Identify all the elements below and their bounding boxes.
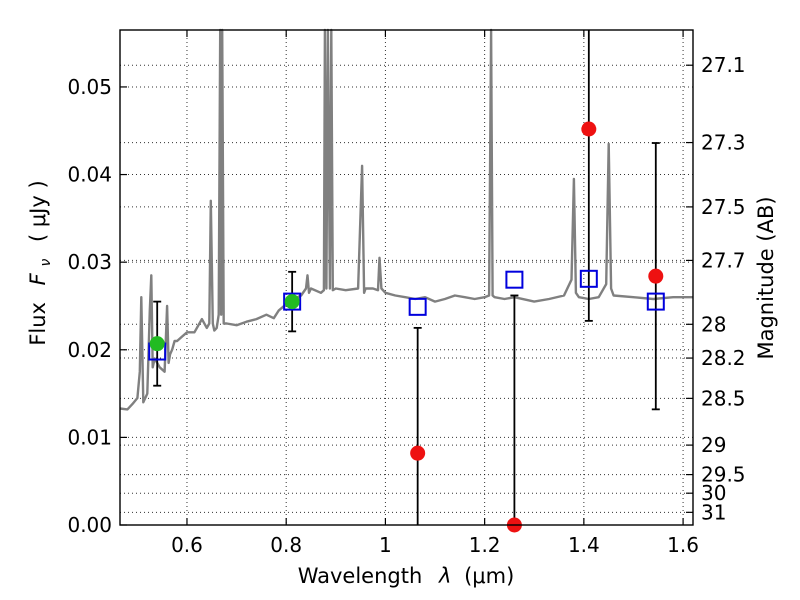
y-axis-label-subscript: ν [38,259,54,267]
spectrum-layer [119,28,693,411]
model-point [646,292,665,311]
mag-tick-label: 28 [701,312,726,336]
detection-point [284,294,300,310]
y-axis-label-prefix: Flux [26,302,50,346]
axis-ticks: 0.6 0.8 1 1.2 1.4 1.6 0.00 0.01 0.02 0.03 0.04 0.05… [67,30,746,557]
mag-tick-label: 27.3 [701,131,746,155]
x-tick-label: 1.4 [568,533,600,557]
mag-tick-label: 31 [701,500,726,524]
nondetection-point [581,121,597,137]
plot-frame [119,29,694,526]
y-tick-label: 0.02 [67,338,112,362]
x-axis-label-prefix: Wavelength [298,564,423,588]
model-point [408,297,427,316]
x-axis-title: Wavelength λ (μm) [298,564,515,588]
y-tick-label: 0.01 [67,425,112,449]
gridlines [120,30,693,526]
x-tick-label: 1.2 [469,533,501,557]
y-axis-label-symbol: F [26,272,50,285]
svg-text:Flux F ν ( μ: Flux F ν ( μJy ) [26,180,55,345]
mag-tick-label: 27.1 [701,53,746,77]
y-tick-label: 0.03 [67,250,112,274]
y2-axis-label: Magnitude (AB) [754,196,778,359]
y-tick-label: 0.00 [67,513,112,537]
mag-tick-label: 30 [701,481,726,505]
mag-tick-label: 29 [701,433,726,457]
detection-point [149,336,165,352]
y-tick-label: 0.05 [67,75,112,99]
x-axis-label-unit: (μm) [464,564,514,588]
mag-tick-label: 27.5 [701,195,746,219]
mag-tick-label: 29.5 [701,463,746,487]
x-tick-label: 1 [379,533,392,557]
data-markers [148,121,665,533]
model-point [505,270,524,289]
x-tick-label: 0.6 [171,533,203,557]
nondetection-point [410,445,426,461]
x-axis-label-symbol: λ [438,564,451,588]
mag-tick-label: 27.7 [701,248,746,272]
model-point [579,269,598,288]
y-axis-title: Flux F ν ( μJy ) [26,180,55,345]
y-axis-label-unit: ( μJy ) [26,180,50,242]
mag-tick-label: 28.2 [701,346,746,370]
spectrum-line [119,28,693,411]
x-tick-label: 1.6 [667,533,699,557]
svg-text:Wavelength λ (μm): Wavelength λ (μm) [298,564,515,588]
y-tick-label: 0.04 [67,163,112,187]
model-point [283,292,302,311]
x-tick-label: 0.8 [270,533,302,557]
mag-tick-label: 28.5 [701,386,746,410]
nondetection-point [648,268,664,284]
